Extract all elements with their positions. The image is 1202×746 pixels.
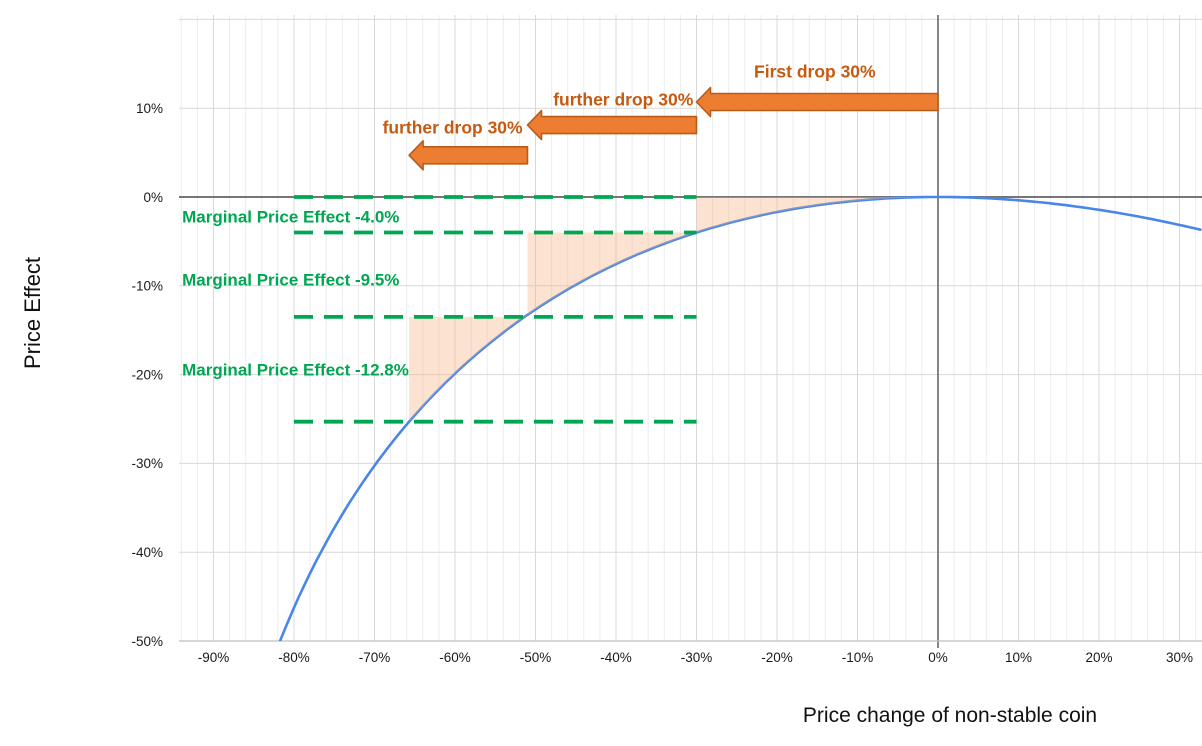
y-tick-label: 10% — [136, 101, 163, 116]
marginal-effect-region-3 — [409, 314, 528, 422]
x-tick-label: 0% — [928, 650, 948, 665]
y-tick-label: -40% — [131, 545, 163, 560]
y-tick-label: -20% — [131, 367, 163, 382]
x-tick-label: -40% — [600, 650, 632, 665]
y-tick-label: -50% — [131, 634, 163, 649]
y-tick-label: -30% — [131, 456, 163, 471]
y-tick-label: 0% — [143, 190, 163, 205]
drop-arrow-2 — [526, 109, 698, 141]
x-tick-label: 10% — [1005, 650, 1032, 665]
further-drop-label-1: further drop 30% — [553, 89, 694, 110]
y-axis-title: Price Effect — [20, 256, 45, 370]
marginal-price-effect-label-1: Marginal Price Effect -4.0% — [182, 207, 400, 227]
marginal-effect-region-2 — [527, 232, 697, 315]
price-effect-curve — [278, 195, 1202, 641]
y-tick-label: -10% — [131, 279, 163, 294]
drop-arrow-1 — [695, 86, 939, 118]
first-drop-label: First drop 30% — [754, 61, 876, 82]
x-tick-label: 30% — [1166, 650, 1193, 665]
x-tick-label: -10% — [842, 650, 874, 665]
x-tick-label: 20% — [1085, 650, 1112, 665]
drop-arrow-3 — [408, 140, 529, 171]
x-axis-title: Price change of non-stable coin — [802, 704, 1098, 727]
marginal-price-effect-label-3: Marginal Price Effect -12.8% — [182, 360, 409, 380]
x-tick-label: -30% — [681, 650, 713, 665]
x-tick-label: -20% — [761, 650, 793, 665]
x-tick-label: -60% — [439, 650, 471, 665]
x-tick-label: -90% — [198, 650, 230, 665]
further-drop-label-2: further drop 30% — [382, 116, 523, 137]
marginal-price-effect-label-2: Marginal Price Effect -9.5% — [182, 270, 400, 290]
marginal-effect-region-1 — [696, 197, 938, 233]
x-tick-label: -70% — [359, 650, 391, 665]
x-tick-label: -80% — [278, 650, 310, 665]
x-tick-label: -50% — [520, 650, 552, 665]
